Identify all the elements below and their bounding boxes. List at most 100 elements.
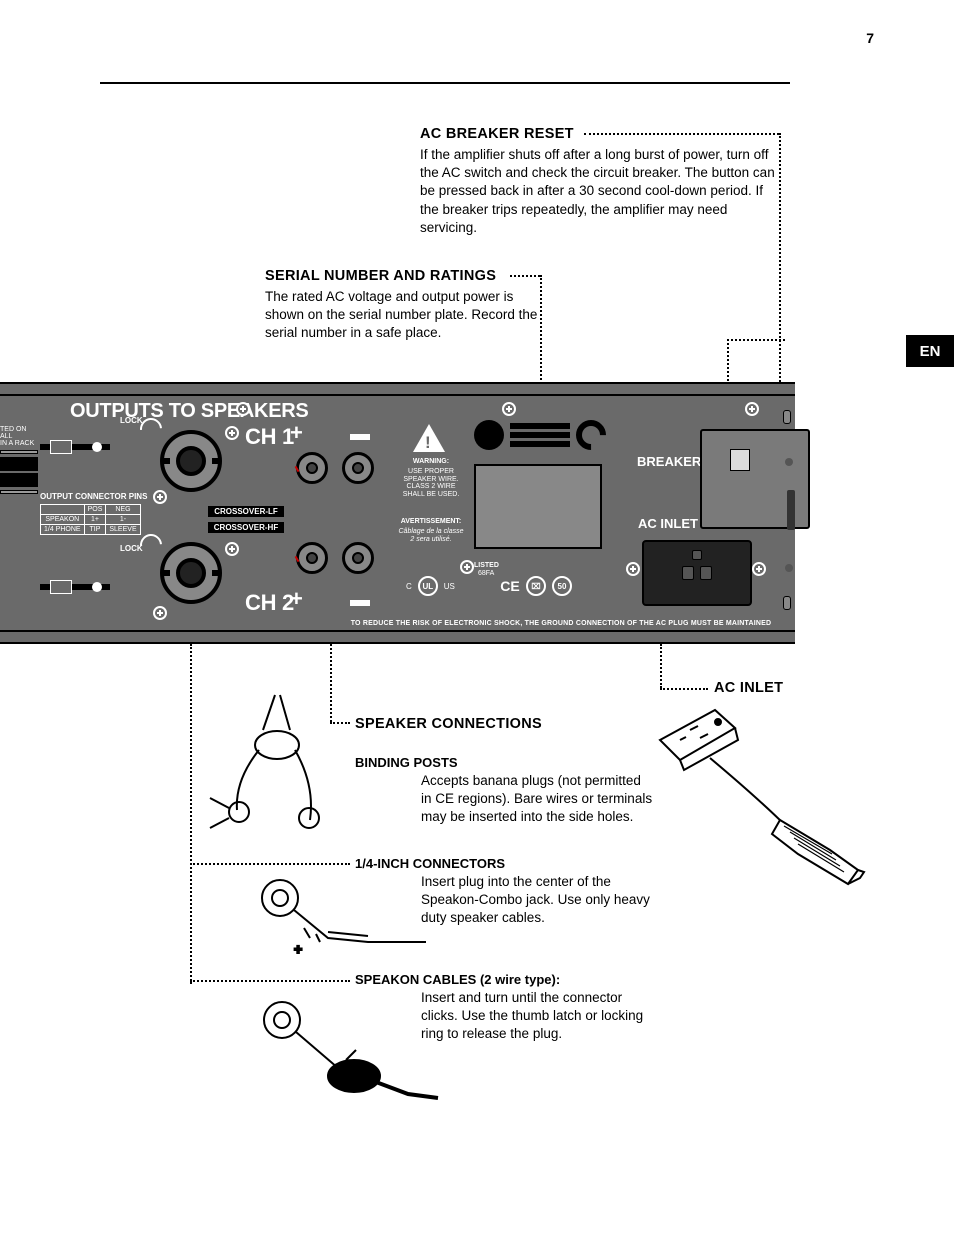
lock-label: LOCK bbox=[120, 416, 143, 425]
ac-pin bbox=[682, 566, 694, 580]
dotted-leader bbox=[584, 133, 779, 135]
binding-posts-section: BINDING POSTS Accepts banana plugs (not … bbox=[355, 755, 655, 827]
screw-icon bbox=[502, 402, 516, 416]
speakon-cable-illustration bbox=[258, 990, 458, 1115]
screw-icon bbox=[225, 542, 239, 556]
combo-jack-row bbox=[40, 584, 110, 590]
output-conn-pins-label: OUTPUT CONNECTOR PINS bbox=[40, 492, 147, 501]
minus-icon bbox=[350, 600, 370, 606]
screw-icon bbox=[626, 562, 640, 576]
dotted-leader bbox=[190, 980, 350, 982]
ch1-label: CH 1 bbox=[245, 424, 294, 450]
screw-icon bbox=[225, 426, 239, 440]
warning-body: USE PROPER SPEAKER WIRE. CLASS 2 WIRE SH… bbox=[398, 468, 464, 499]
table-header: POS bbox=[84, 505, 106, 515]
qsc-logo bbox=[474, 420, 606, 450]
table-header: NEG bbox=[106, 505, 140, 515]
top-rule bbox=[100, 82, 790, 84]
outputs-label: OUTPUTS TO SPEAKERS bbox=[70, 400, 308, 423]
table-cell: 1/4 PHONE bbox=[41, 525, 85, 535]
serial-ratings-section: SERIAL NUMBER AND RATINGS The rated AC v… bbox=[265, 268, 545, 343]
power-cable-illustration bbox=[620, 700, 880, 895]
minus-icon bbox=[350, 434, 370, 440]
dotted-leader bbox=[510, 275, 540, 277]
binding-post bbox=[296, 452, 328, 484]
ac-pin bbox=[700, 566, 712, 580]
listed-label: LISTED bbox=[474, 562, 499, 570]
speakon-heading: SPEAKON CABLES (2 wire type): bbox=[355, 972, 655, 987]
edge-clip bbox=[783, 596, 791, 610]
ce-icon: CE bbox=[500, 576, 520, 596]
edge-hole bbox=[785, 564, 793, 572]
ac-breaker-body: If the amplifier shuts off after a long … bbox=[420, 146, 780, 237]
cert-50-icon: 50 bbox=[552, 576, 572, 596]
ac-inlet-socket bbox=[642, 540, 752, 606]
ac-inlet-callout-heading: AC INLET bbox=[714, 680, 783, 696]
table-cell: 1- bbox=[106, 515, 140, 525]
panel-rule bbox=[0, 630, 795, 632]
quarter-inch-plug-illustration: + bbox=[258, 870, 448, 965]
ul-us: US bbox=[444, 582, 455, 591]
binding-post bbox=[296, 542, 328, 574]
page-number: 7 bbox=[866, 30, 874, 46]
svg-text:+: + bbox=[294, 941, 302, 957]
shock-warning: TO REDUCE THE RISK OF ELECTRONIC SHOCK, … bbox=[326, 620, 796, 628]
table-cell: SPEAKON bbox=[41, 515, 85, 525]
quarter-inch-heading: 1/4-INCH CONNECTORS bbox=[355, 856, 655, 871]
table-cell: SLEEVE bbox=[106, 525, 140, 535]
dotted-leader bbox=[540, 275, 542, 387]
avertissement-body: Câblage de la classe 2 sera utilisé. bbox=[398, 528, 464, 543]
combo-jack-row bbox=[40, 444, 110, 450]
dotted-leader bbox=[190, 863, 350, 865]
ac-ground-pin bbox=[692, 550, 702, 560]
speakon-jack bbox=[160, 542, 222, 604]
binding-post bbox=[342, 452, 374, 484]
screw-icon bbox=[752, 562, 766, 576]
lock-label: LOCK bbox=[120, 544, 143, 553]
panel-rule bbox=[0, 394, 795, 396]
plus-icon: + bbox=[290, 586, 303, 612]
weee-icon: ⌧ bbox=[526, 576, 546, 596]
warning-triangle-icon bbox=[413, 424, 445, 452]
screw-icon bbox=[745, 402, 759, 416]
binding-post bbox=[342, 542, 374, 574]
ul-icon: UL bbox=[418, 576, 438, 596]
language-tab: EN bbox=[906, 335, 954, 367]
edge-bar bbox=[787, 490, 795, 530]
warning-label: WARNING: bbox=[398, 458, 464, 466]
binding-posts-heading: BINDING POSTS bbox=[355, 755, 655, 770]
cert-row: C UL US bbox=[406, 576, 455, 596]
rear-panel: TED ON ALL IN A RACK OUTPUTS TO SPEAKERS… bbox=[0, 382, 795, 644]
screw-icon bbox=[153, 606, 167, 620]
avertissement-label: AVERTISSEMENT: bbox=[394, 518, 468, 526]
dotted-leader bbox=[727, 339, 785, 341]
speaker-connections-heading: SPEAKER CONNECTIONS bbox=[355, 716, 542, 732]
rack-ear-text: TED ON ALL IN A RACK bbox=[0, 426, 38, 447]
serial-ratings-body: The rated AC voltage and output power is… bbox=[265, 288, 545, 343]
screw-icon bbox=[153, 490, 167, 504]
breaker-label: BREAKER bbox=[637, 454, 701, 469]
plus-icon: + bbox=[290, 420, 303, 446]
rack-ear: TED ON ALL IN A RACK bbox=[0, 426, 38, 497]
table-cell: 1+ bbox=[84, 515, 106, 525]
table-cell: TIP bbox=[84, 525, 106, 535]
listed-num: 68FA bbox=[478, 570, 494, 578]
ch2-label: CH 2 bbox=[245, 590, 294, 616]
screw-icon bbox=[236, 402, 250, 416]
crossover-hf-label: CROSSOVER-HF bbox=[208, 522, 284, 533]
crossover-lf-label: CROSSOVER-LF bbox=[208, 506, 284, 517]
speakon-jack bbox=[160, 430, 222, 492]
ac-inlet-label: AC INLET bbox=[638, 516, 698, 531]
banana-plug-illustration bbox=[215, 690, 335, 845]
dotted-leader bbox=[190, 644, 192, 984]
dotted-leader bbox=[660, 644, 662, 688]
edge-clip bbox=[783, 410, 791, 424]
edge-hole bbox=[785, 458, 793, 466]
cert-row: CE ⌧ 50 bbox=[500, 576, 572, 596]
dotted-leader bbox=[660, 688, 708, 690]
rating-plate bbox=[474, 464, 602, 549]
serial-ratings-heading: SERIAL NUMBER AND RATINGS bbox=[265, 268, 545, 284]
ul-c: C bbox=[406, 582, 412, 591]
ac-breaker-section: AC BREAKER RESET If the amplifier shuts … bbox=[420, 126, 780, 237]
screw-icon bbox=[460, 560, 474, 574]
